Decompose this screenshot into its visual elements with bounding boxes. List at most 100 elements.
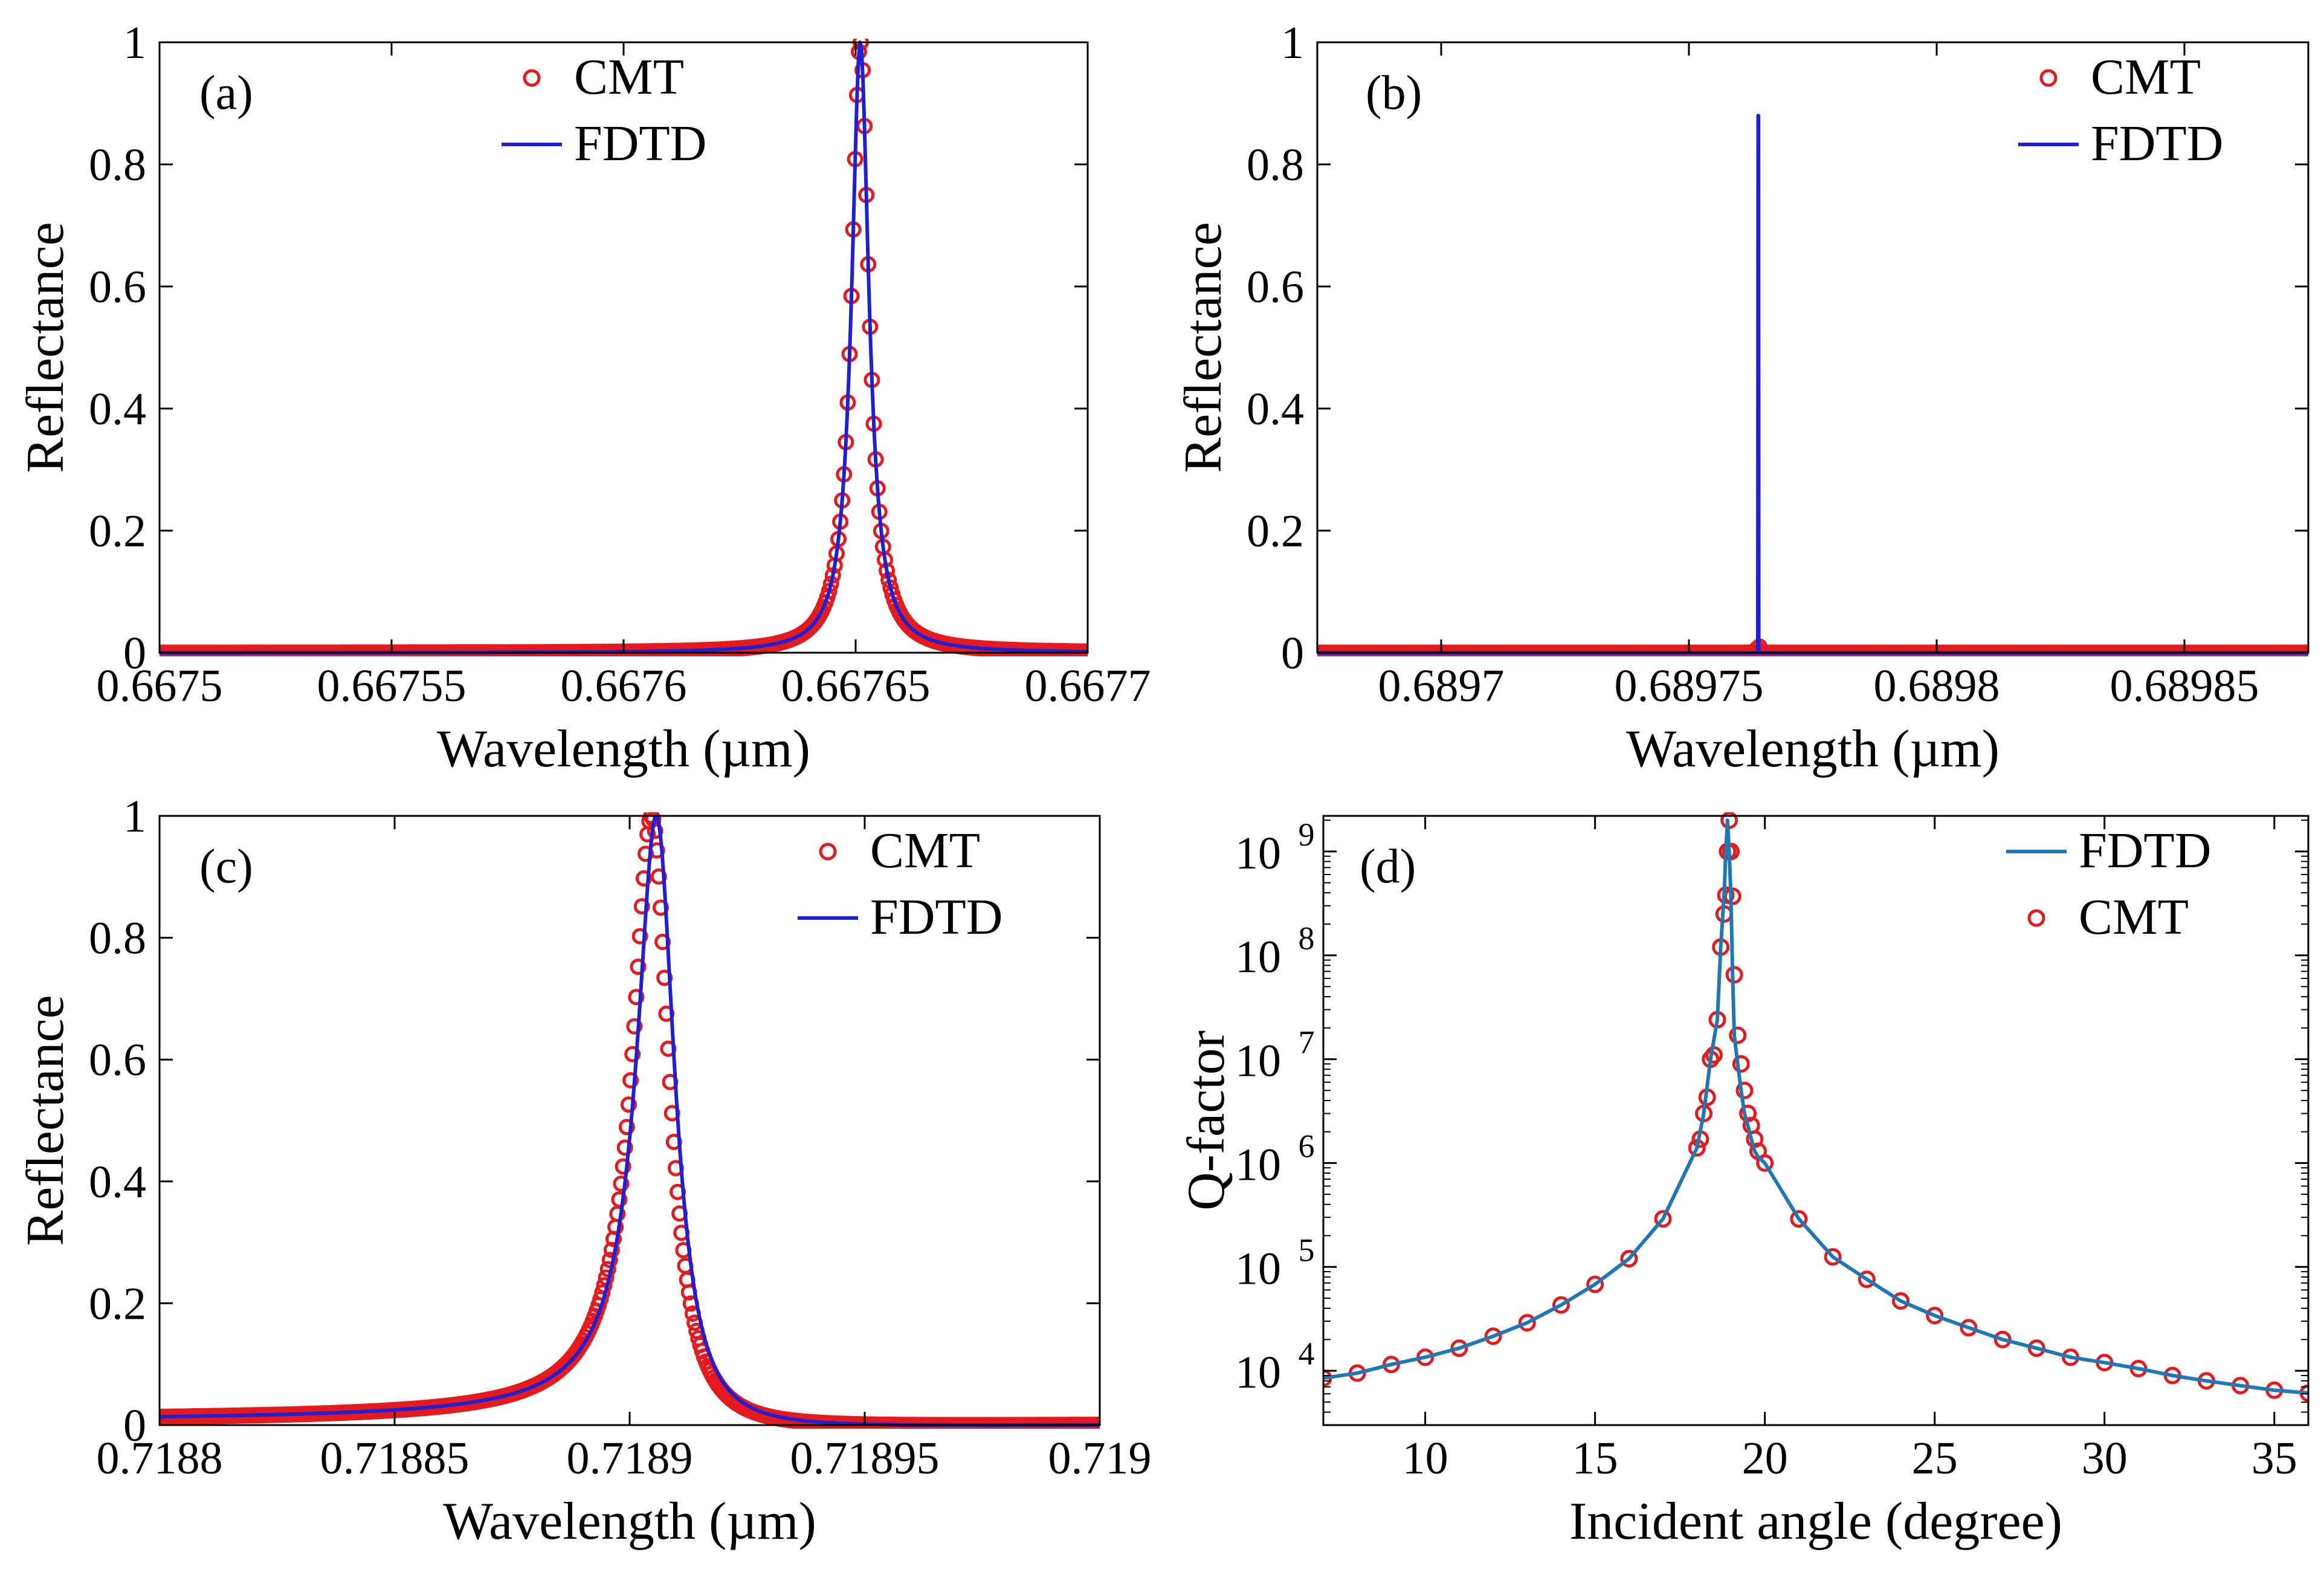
y-tick-label: 0 [123,1400,146,1451]
y-axis-label: Reflectance [16,995,75,1246]
x-tick-label: 0.68975 [1615,661,1764,711]
y-axis-label: Reflectance [1174,222,1233,473]
data-point [1518,1314,1536,1332]
x-tick-label: 35 [2251,1433,2297,1484]
panel-label: (d) [1360,840,1416,893]
legend-marker-cmt [2027,909,2045,927]
plot-area [1323,812,2308,1402]
data-point [1892,1292,1910,1310]
data-point [1729,1026,1747,1044]
data-point [618,1119,635,1136]
x-tick-label: 0.6897 [1378,661,1505,711]
legend-marker-cmt [819,842,837,861]
x-tick-label: 10 [1402,1433,1448,1484]
legend-label-fdtd: FDTD [574,115,706,172]
data-point [630,959,647,975]
y-tick-label: 0.4 [1247,384,1304,435]
data-point [1858,1270,1876,1289]
y-tick-label: 10 [1235,1243,1281,1294]
data-point [611,1191,628,1208]
y-tick-label: 10 [1235,932,1281,983]
series-fdtd-line [1317,114,2308,655]
y-tick-label: 0.6 [89,262,146,312]
data-point [1960,1319,1978,1337]
data-point [616,1139,633,1156]
y-tick-label: 10 [1235,1139,1281,1190]
data-point [1654,1210,1672,1228]
data-point [622,1072,639,1088]
y-axis-label: Reflectance [16,222,75,473]
y-tick-label: 0.8 [1247,140,1304,190]
y-tick-exponent: 5 [1299,1232,1315,1268]
panel-label: (c) [199,840,253,893]
data-point [626,1018,643,1035]
y-tick-label: 0.2 [89,1278,146,1329]
axes-box [1316,41,2309,654]
y-tick-label: 1 [1281,18,1304,68]
x-axis-label: Incident angle (degree) [1569,1492,2062,1551]
panel-label: (a) [199,66,253,120]
x-tick-label: 0.719 [1048,1433,1152,1484]
legend-label-fdtd: FDTD [2091,115,2223,172]
y-tick-label: 0.8 [89,140,146,190]
y-tick-label: 10 [1235,1036,1281,1087]
y-tick-label: 10 [1235,1347,1281,1398]
x-tick-label: 0.66765 [781,661,931,711]
y-tick-exponent: 7 [1299,1024,1315,1061]
legend-label-cmt: CMT [2079,889,2189,945]
data-point [1552,1296,1570,1314]
data-point [633,898,650,915]
x-tick-label: 25 [1912,1433,1958,1484]
data-point [613,1175,630,1192]
y-tick-label: 0.2 [1247,506,1304,557]
x-tick-label: 30 [2082,1433,2128,1484]
y-tick-label: 0.6 [1247,262,1304,312]
x-tick-label: 0.6675 [97,661,223,711]
y-tick-label: 0.2 [89,506,146,557]
y-tick-exponent: 4 [1299,1336,1315,1372]
axes-box [1322,815,2309,1426]
legend-label-cmt: CMT [574,49,684,105]
data-point [1586,1275,1604,1293]
data-point [1756,1154,1774,1172]
y-tick-label: 0.8 [89,913,146,964]
y-tick-label: 1 [123,18,146,68]
legend-marker-cmt [2039,69,2058,87]
x-axis-label: Wavelength (µm) [1626,720,2000,778]
data-point [1484,1327,1502,1345]
x-axis-label: Wavelength (µm) [437,720,810,778]
legend-label-fdtd: FDTD [870,889,1002,945]
x-tick-label: 0.66755 [317,661,466,711]
data-point [628,989,645,1006]
x-tick-label: 20 [1742,1433,1788,1484]
data-point [1926,1307,1944,1325]
series-cmt-markers [1317,638,2308,656]
data-point [1732,1055,1750,1073]
data-point [1824,1248,1842,1266]
data-point [601,1252,618,1269]
data-point [1735,1081,1754,1099]
data-point [1450,1339,1468,1357]
legend-marker-cmt [523,69,541,87]
chart-panel-4: 10 15 20 25 30 35 10 4 10 5 10 6 10 7 10 8 10 9 Incident a… [1177,812,2309,1551]
y-axis-label: Q-factor [1177,1030,1236,1211]
y-tick-label: 0.4 [89,1157,146,1208]
data-point [1620,1250,1638,1268]
chart-panel-1: 0.6675 0.66755 0.6676 0.66765 0.6677 0 0.2 0.4 0… [16,18,1151,778]
legend-label-cmt: CMT [2091,49,2201,105]
x-tick-label: 0.6676 [561,661,687,711]
x-tick-label: 0.71895 [790,1433,940,1484]
y-tick-label: 1 [123,791,146,842]
plot-area [1317,114,2308,656]
x-tick-label: 0.7189 [567,1433,693,1484]
y-tick-exponent: 6 [1299,1128,1315,1164]
data-point [615,1158,631,1175]
y-tick-label: 10 [1235,828,1281,879]
series-fdtd-line [1323,818,2308,1395]
y-tick-label: 0.4 [89,384,146,435]
legend-label-fdtd: FDTD [2079,823,2211,879]
y-tick-label: 0.6 [89,1035,146,1085]
data-point [631,928,648,945]
data-point [1790,1210,1808,1228]
